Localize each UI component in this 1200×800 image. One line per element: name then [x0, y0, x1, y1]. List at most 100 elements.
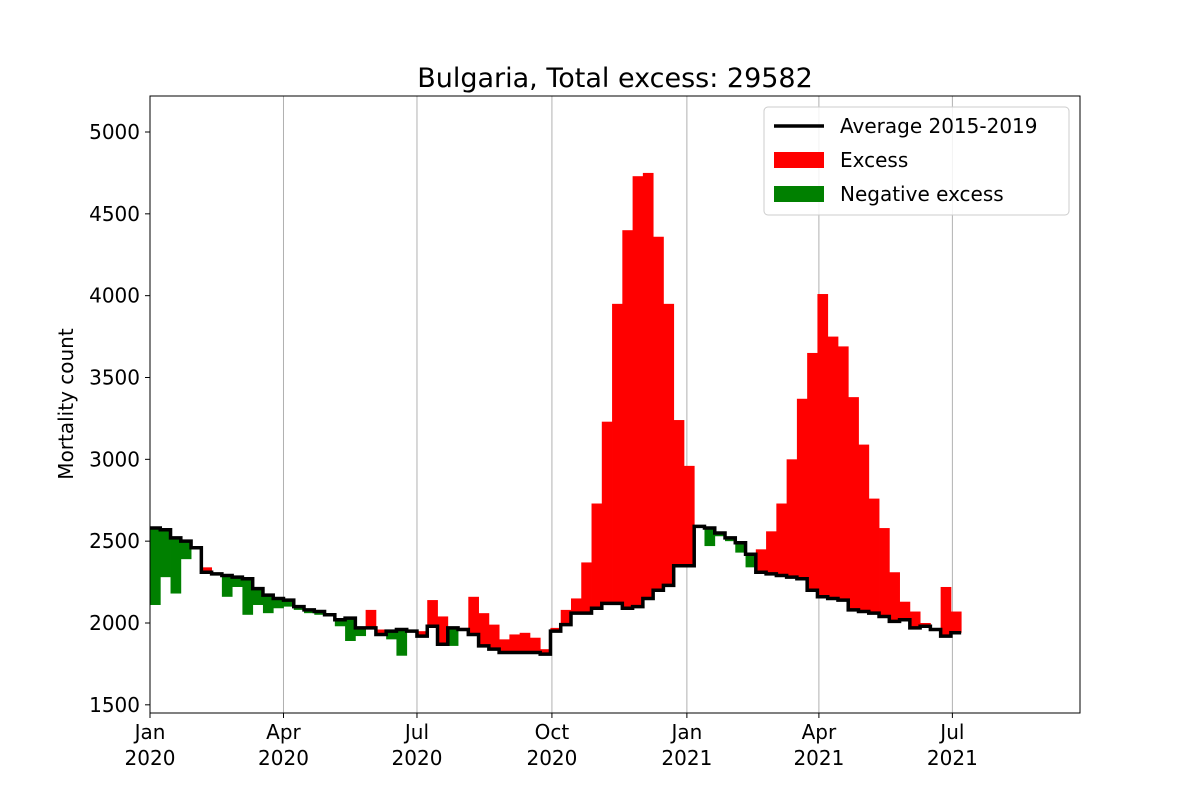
x-tick-label-month: Oct [535, 720, 570, 744]
negative-excess-bar [447, 627, 459, 646]
excess-bar [776, 503, 788, 576]
x-tick-label-month: Jan [133, 720, 166, 744]
x-tick-label-year: 2020 [526, 746, 577, 770]
excess-bar [879, 528, 890, 617]
y-tick-label: 3000 [89, 447, 140, 471]
negative-excess-bar [345, 618, 356, 641]
excess-bar [437, 616, 449, 645]
x-tick-label-month: Jul [403, 720, 429, 744]
excess-bar [581, 562, 592, 614]
excess-bar [899, 601, 911, 620]
y-tick-label: 2000 [89, 611, 140, 635]
legend: Average 2015-2019 Excess Negative excess [763, 106, 1070, 216]
negative-excess-bar [355, 627, 367, 637]
negative-excess-bar [273, 598, 284, 609]
negative-excess-bar [735, 542, 746, 553]
excess-bar [827, 336, 839, 599]
plot-frame [149, 95, 1081, 714]
excess-bar [950, 611, 962, 633]
negative-excess-bar [252, 588, 264, 605]
excess-bar [909, 611, 921, 628]
negative-excess-bar [386, 631, 397, 640]
excess-bar [868, 498, 880, 614]
excess-bar [807, 352, 818, 591]
y-tick-label: 4500 [89, 202, 140, 226]
x-tick-label-year: 2020 [392, 746, 443, 770]
excess-bar [642, 172, 654, 599]
excess-bar [519, 632, 531, 653]
excess-bar [858, 444, 870, 612]
legend-label-average: Average 2015-2019 [840, 114, 1038, 138]
excess-bar [416, 631, 428, 637]
negative-excess-bar [283, 600, 295, 607]
x-tick-label-month: Apr [802, 720, 837, 744]
x-tick-label-month: Apr [266, 720, 301, 744]
excess-bar [488, 624, 500, 650]
excess-bar [591, 503, 603, 609]
negative-excess-bar [745, 554, 757, 568]
excess-bar [653, 236, 664, 591]
excess-bar [468, 596, 479, 635]
excess-bar [570, 598, 582, 614]
excess-bar [365, 609, 377, 628]
excess-bar [889, 572, 900, 622]
baseline-step-line [150, 524, 962, 656]
x-tick-label-month: Jul [938, 720, 964, 744]
negative-excess-bar [170, 537, 182, 594]
y-axis-label: Mortality count [54, 328, 78, 480]
excess-bar [663, 303, 675, 586]
excess-bar [683, 465, 695, 566]
negative-excess-bar [704, 528, 716, 547]
excess-bar [612, 303, 623, 604]
y-tick-label: 2500 [89, 529, 140, 553]
excess-bar [848, 397, 859, 610]
legend-label-negative: Negative excess [840, 182, 1004, 206]
excess-bar [622, 230, 634, 609]
chart-title: Bulgaria, Total excess: 29582 [417, 63, 813, 94]
excess-bar [529, 637, 541, 653]
negative-excess-bar [262, 595, 274, 614]
negative-excess-bar [180, 541, 192, 560]
legend-negative-swatch [774, 186, 824, 202]
y-axis: 1500 2000 2500 3000 3500 4000 4500 5000 [89, 120, 150, 717]
excess-bar [478, 613, 490, 646]
excess-bar [560, 609, 572, 625]
excess-bar [755, 549, 767, 573]
y-tick-label: 3500 [89, 365, 140, 389]
negative-excess-bar [334, 619, 346, 627]
legend-label-excess: Excess [840, 148, 908, 172]
excess-bar [796, 398, 808, 579]
excess-bar [940, 586, 952, 637]
y-tick-label: 1500 [89, 693, 140, 717]
negative-excess-bar [396, 629, 408, 656]
negative-excess-bar [221, 575, 233, 597]
x-tick-label-year: 2021 [793, 746, 844, 770]
excess-bar [540, 649, 551, 655]
x-tick-label-year: 2021 [661, 746, 712, 770]
negative-excess-bar [242, 578, 254, 615]
legend-box [763, 106, 1070, 216]
excess-bar [837, 346, 849, 601]
x-tick-label-month: Jan [669, 720, 702, 744]
x-tick-label-year: 2021 [927, 746, 978, 770]
x-tick-label-year: 2020 [125, 746, 176, 770]
x-tick-label-year: 2020 [258, 746, 309, 770]
excess-bar [786, 459, 798, 578]
excess-bar [499, 639, 510, 653]
negative-excess-bar [150, 528, 161, 605]
negative-excess-bar [232, 577, 243, 587]
y-tick-label: 4000 [89, 284, 140, 308]
excess-bar [201, 567, 213, 573]
excess-bar [509, 634, 521, 653]
negative-excess-bar [160, 529, 171, 578]
x-axis: Jan2020Apr2020Jul2020Oct2020Jan2021Apr20… [125, 713, 978, 770]
excess-bar [427, 600, 438, 627]
excess-bars [150, 172, 962, 656]
y-tick-label: 5000 [89, 120, 140, 144]
excess-bar [632, 176, 644, 607]
excess-bar [673, 420, 685, 566]
excess-bar [766, 531, 777, 574]
excess-bar [817, 294, 829, 597]
legend-excess-swatch [774, 152, 824, 168]
